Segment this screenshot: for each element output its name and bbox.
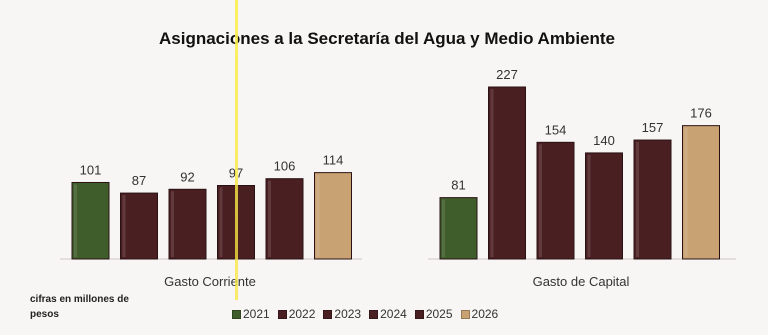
chart-title: Asignaciones a la Secretaría del Agua y … — [159, 29, 615, 48]
legend-swatch-2021 — [232, 309, 241, 319]
bar-2023-capital — [536, 141, 575, 260]
bar-highlight — [490, 89, 494, 257]
bar-2025-corriente — [265, 178, 304, 260]
scan-artifact-line — [235, 0, 238, 300]
bar-2021-corriente — [71, 181, 110, 260]
legend-swatch-2022 — [277, 309, 287, 319]
bar-2022-capital — [488, 86, 526, 260]
legend-item-2026: 2026 — [460, 307, 499, 321]
bar-2021-capital — [439, 197, 478, 260]
legend-item-2021: 2021 — [232, 307, 270, 321]
data-label-2023-corriente: 92 — [180, 169, 194, 184]
data-label-2026-capital: 176 — [690, 106, 712, 121]
bar-2024-capital — [585, 152, 623, 260]
legend-swatch-2025 — [414, 309, 424, 319]
legend-item-2024: 2024 — [369, 307, 407, 321]
legend: 2021 2022 2023 2024 2025 2026 — [232, 306, 506, 322]
data-label-2025-corriente: 106 — [274, 159, 296, 174]
bar-highlight — [122, 195, 126, 257]
bar-highlight — [442, 199, 445, 257]
bar-highlight — [316, 174, 320, 257]
bar-highlight — [636, 142, 639, 257]
legend-item-2023: 2023 — [323, 307, 361, 321]
data-label-2023-capital: 154 — [545, 122, 567, 137]
legend-swatch-2024 — [369, 309, 379, 319]
bar-highlight — [171, 191, 174, 257]
legend-label-2026: 2026 — [471, 307, 499, 321]
legend-item-2022: 2022 — [277, 307, 316, 321]
legend-swatch-2023 — [323, 309, 333, 319]
bar-2026-capital — [682, 125, 720, 260]
group-label-gasto-corriente: Gasto Corriente — [164, 274, 256, 289]
legend-label-2021: 2021 — [243, 307, 270, 321]
bar-2025-capital — [633, 139, 672, 260]
bar-highlight — [539, 144, 542, 257]
legend-label-2022: 2022 — [288, 307, 316, 321]
bar-highlight — [268, 180, 271, 257]
bar-highlight — [74, 184, 77, 257]
units-note: cifras en millones de pesos — [30, 294, 129, 320]
bar-2023-corriente — [168, 188, 207, 260]
legend-label-2025: 2025 — [425, 307, 453, 321]
bar-highlight — [684, 127, 688, 257]
group-label-gasto-capital: Gasto de Capital — [533, 274, 630, 289]
data-label-2024-capital: 140 — [593, 133, 615, 148]
legend-label-2024: 2024 — [380, 307, 407, 321]
legend-swatch-2026 — [460, 309, 470, 319]
legend-label-2023: 2023 — [334, 307, 362, 321]
bar-highlight — [219, 187, 223, 257]
bar-2026-corriente — [314, 172, 352, 260]
data-label-2022-corriente: 87 — [132, 173, 146, 188]
data-label-2025-capital: 157 — [642, 120, 664, 135]
data-label-2021-capital: 81 — [451, 178, 465, 193]
bar-highlight — [587, 154, 591, 257]
legend-item-2025: 2025 — [414, 307, 453, 321]
data-label-2022-capital: 227 — [496, 67, 518, 82]
data-label-2026-corriente: 114 — [323, 153, 344, 168]
bar-2022-corriente — [120, 192, 158, 260]
data-label-2021-corriente: 101 — [80, 162, 102, 177]
